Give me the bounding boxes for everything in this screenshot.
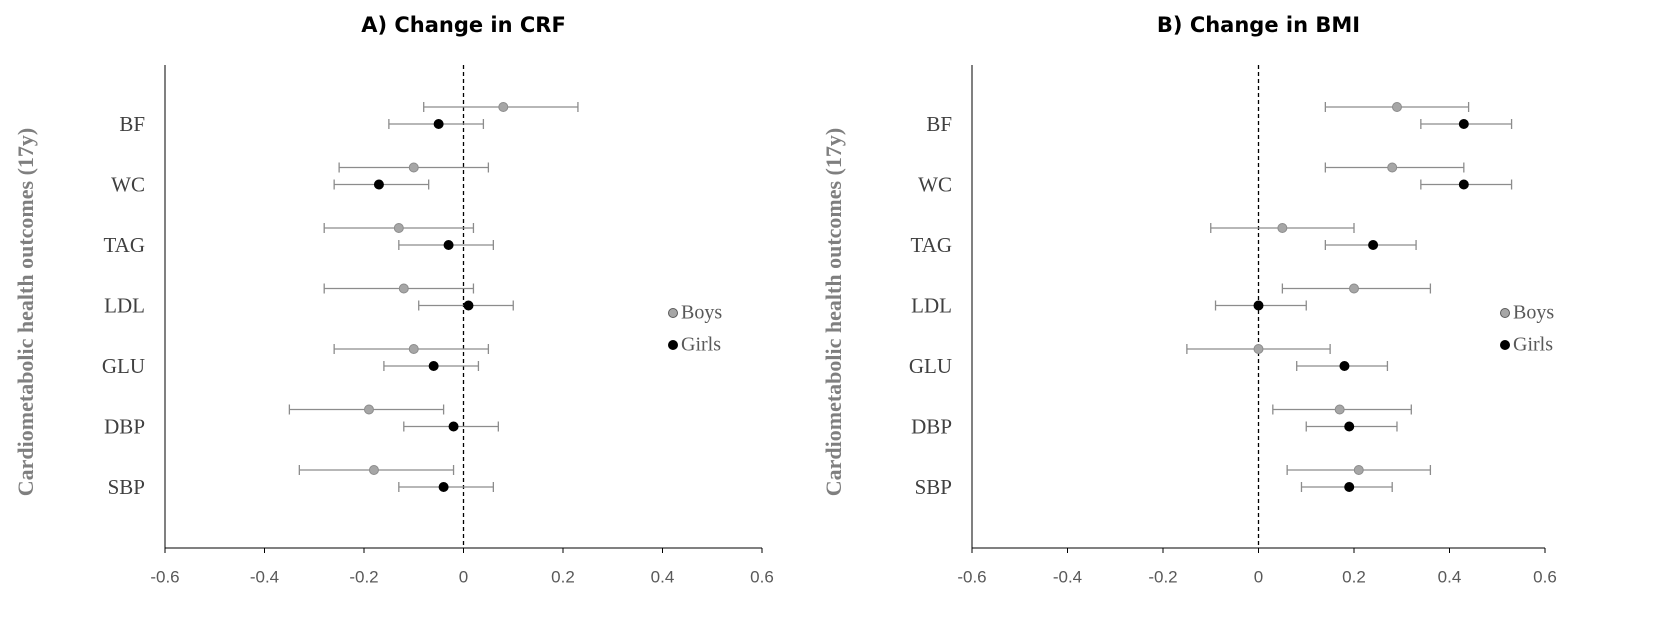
point xyxy=(448,421,459,432)
x-tick-label: 0.4 xyxy=(1438,567,1462,586)
x-tick-label: -0.2 xyxy=(1148,567,1177,586)
legend-marker xyxy=(1500,340,1510,350)
point xyxy=(1387,162,1398,173)
point xyxy=(398,283,409,294)
point xyxy=(1344,421,1355,432)
category-label: LDL xyxy=(911,293,952,317)
point xyxy=(1253,344,1264,354)
x-tick-label: 0.2 xyxy=(551,567,575,586)
y-axis-label: Cardiometabolic health outcomes (17y) xyxy=(821,128,846,496)
legend-label: Girls xyxy=(681,334,721,356)
category-label: LDL xyxy=(104,293,145,317)
x-tick-label: -0.6 xyxy=(957,567,986,586)
x-tick-label: -0.4 xyxy=(1053,567,1082,586)
point xyxy=(1277,223,1288,233)
point xyxy=(1353,465,1364,475)
point xyxy=(438,482,449,492)
x-tick-label: -0.2 xyxy=(349,567,378,586)
point xyxy=(368,465,379,475)
point xyxy=(498,102,509,112)
point xyxy=(433,119,444,129)
legend-label: Boys xyxy=(681,302,722,324)
chart-title: A) Change in CRF xyxy=(361,13,566,37)
chart-title: B) Change in BMI xyxy=(1157,13,1360,37)
point xyxy=(363,404,374,415)
point xyxy=(443,240,454,250)
category-label: GLU xyxy=(102,354,145,378)
x-tick-label: 0 xyxy=(459,567,468,586)
point xyxy=(1391,102,1402,112)
x-tick-label: 0.4 xyxy=(651,567,675,586)
x-tick-label: -0.4 xyxy=(250,567,279,586)
category-label: TAG xyxy=(104,233,145,257)
point xyxy=(1349,283,1359,294)
x-tick-label: 0.2 xyxy=(1342,567,1366,586)
category-label: DBP xyxy=(104,414,145,438)
x-tick-label: 0 xyxy=(1254,567,1263,586)
legend-marker xyxy=(1500,308,1510,318)
point xyxy=(1339,361,1350,371)
point xyxy=(373,179,384,190)
point xyxy=(408,344,419,354)
point xyxy=(1344,482,1355,492)
category-label: WC xyxy=(918,172,952,196)
point xyxy=(1458,179,1469,190)
point xyxy=(428,361,439,371)
y-axis-label: Cardiometabolic health outcomes (17y) xyxy=(13,128,38,496)
legend-label: Girls xyxy=(1513,334,1553,356)
category-label: BF xyxy=(119,112,145,136)
x-tick-label: 0.6 xyxy=(750,567,774,586)
x-tick-label: -0.6 xyxy=(150,567,179,586)
category-label: TAG xyxy=(911,233,952,257)
point xyxy=(393,223,404,233)
x-tick-label: 0.6 xyxy=(1533,567,1557,586)
legend-marker xyxy=(668,308,678,318)
point xyxy=(1334,404,1345,415)
legend-marker xyxy=(668,340,678,350)
point xyxy=(463,300,474,311)
category-label: GLU xyxy=(909,354,952,378)
category-label: WC xyxy=(111,172,145,196)
point xyxy=(1253,300,1264,311)
point xyxy=(1458,119,1469,129)
category-label: SBP xyxy=(915,475,952,499)
category-label: DBP xyxy=(911,414,952,438)
point xyxy=(408,162,419,173)
legend-label: Boys xyxy=(1513,302,1554,324)
point xyxy=(1368,240,1379,250)
category-label: SBP xyxy=(108,475,145,499)
category-label: BF xyxy=(926,112,952,136)
